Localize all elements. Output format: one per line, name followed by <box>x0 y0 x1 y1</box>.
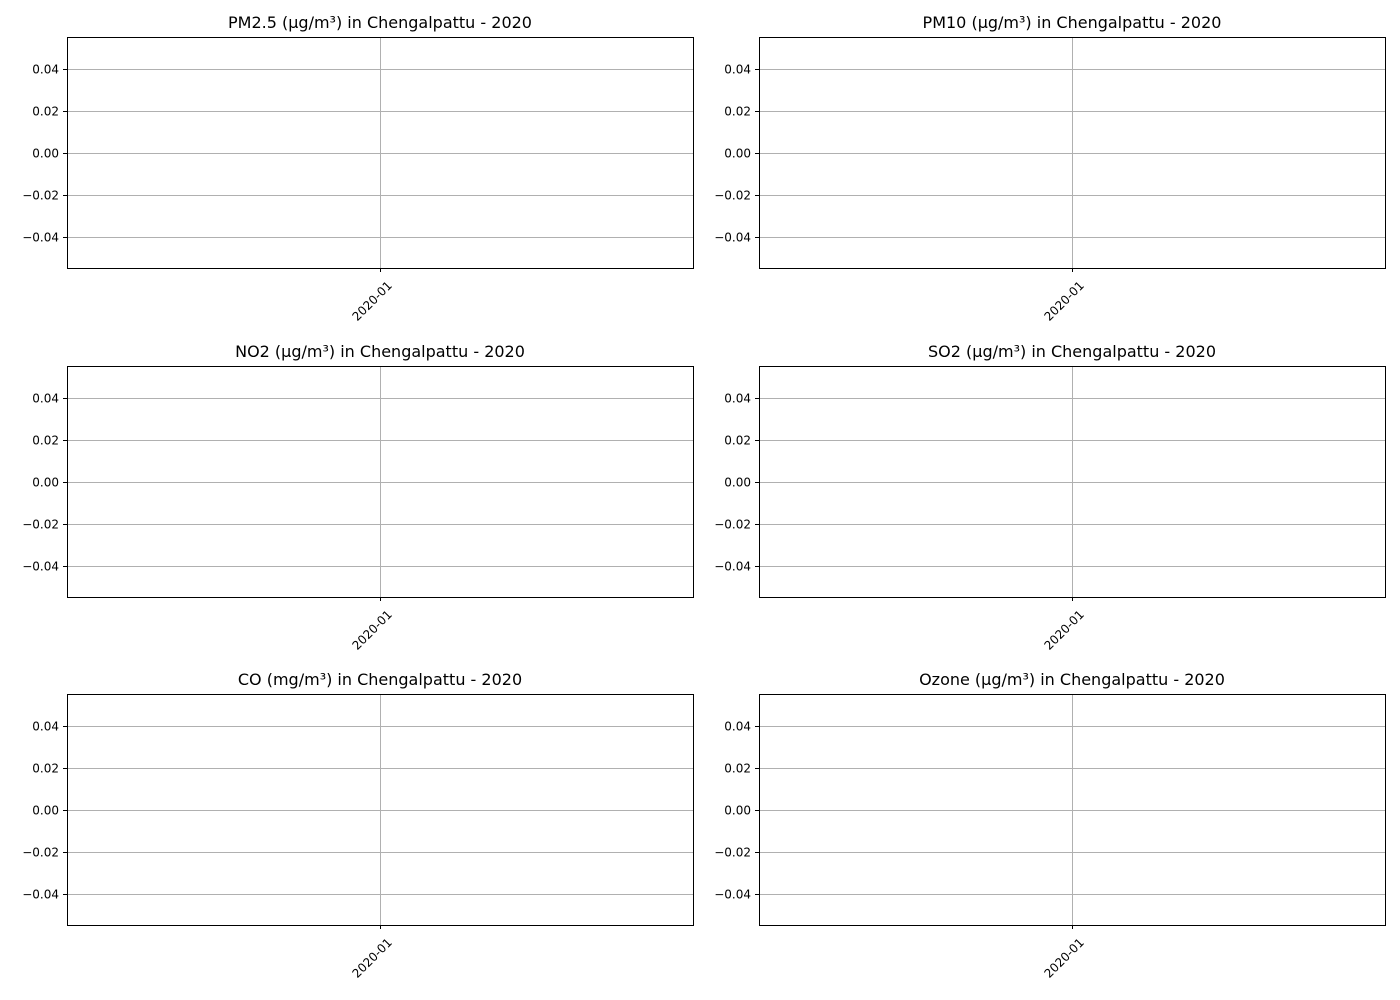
x-tick-label: 2020-01 <box>1041 607 1086 652</box>
chart-title: PM10 (µg/m³) in Chengalpattu - 2020 <box>923 13 1222 32</box>
y-tick-label: 0.00 <box>724 147 751 161</box>
x-tick-label: 2020-01 <box>1041 935 1086 980</box>
y-tick-label: 0.04 <box>32 63 59 77</box>
y-tick-label: −0.04 <box>714 231 751 245</box>
y-tick-label: −0.04 <box>714 888 751 902</box>
y-tick-label: 0.00 <box>32 476 59 490</box>
y-tick-label: −0.04 <box>22 231 59 245</box>
y-tick-label: −0.02 <box>22 846 59 860</box>
y-tick-label: 0.04 <box>724 392 751 406</box>
y-tick-label: 0.04 <box>724 63 751 77</box>
y-tick-label: −0.04 <box>22 888 59 902</box>
y-tick-label: −0.04 <box>22 560 59 574</box>
y-tick-label: 0.02 <box>32 105 59 119</box>
x-tick-label: 2020-01 <box>349 278 394 323</box>
y-tick-label: 0.02 <box>32 434 59 448</box>
axes-frame <box>67 366 694 598</box>
y-tick-label: 0.04 <box>32 720 59 734</box>
y-tick-label: −0.02 <box>714 189 751 203</box>
chart-panel: 0.04 0.02 0.00 −0.02 −0.04 2020-01 Ozone (µg/m… <box>714 670 1386 981</box>
chart-title: CO (mg/m³) in Chengalpattu - 2020 <box>238 670 522 689</box>
x-tick-label: 2020-01 <box>1041 278 1086 323</box>
y-tick-label: −0.04 <box>714 560 751 574</box>
y-tick-label: 0.02 <box>724 105 751 119</box>
y-tick-label: 0.04 <box>32 392 59 406</box>
axes-frame <box>67 37 694 269</box>
chart-title: SO2 (µg/m³) in Chengalpattu - 2020 <box>928 342 1216 361</box>
y-tick-label: −0.02 <box>22 518 59 532</box>
chart-title: NO2 (µg/m³) in Chengalpattu - 2020 <box>235 342 525 361</box>
y-tick-label: 0.02 <box>724 762 751 776</box>
y-tick-label: 0.00 <box>724 804 751 818</box>
chart-panel: 0.04 0.02 0.00 −0.02 −0.04 2020-01 CO (mg/m³) … <box>22 670 694 981</box>
y-tick-label: −0.02 <box>22 189 59 203</box>
y-tick-label: −0.02 <box>714 846 751 860</box>
axes-frame <box>67 694 694 926</box>
y-tick-label: 0.02 <box>724 434 751 448</box>
axes-frame <box>759 366 1386 598</box>
chart-panel: 0.04 0.02 0.00 −0.02 −0.04 2020-01 SO2 (µg/m³)… <box>714 342 1386 653</box>
y-tick-label: 0.00 <box>32 147 59 161</box>
x-tick-label: 2020-01 <box>349 935 394 980</box>
y-tick-label: −0.02 <box>714 518 751 532</box>
axes-frame <box>759 694 1386 926</box>
axes-frame <box>759 37 1386 269</box>
chart-panel: 0.04 0.02 0.00 −0.02 −0.04 2020-01 NO2 (µg/m³)… <box>22 342 694 653</box>
chart-panel: 0.04 0.02 0.00 −0.02 −0.04 2020-01 PM2.5 (µg/m… <box>22 13 694 324</box>
y-tick-label: 0.04 <box>724 720 751 734</box>
chart-title: PM2.5 (µg/m³) in Chengalpattu - 2020 <box>228 13 532 32</box>
y-tick-label: 0.02 <box>32 762 59 776</box>
chart-panel: 0.04 0.02 0.00 −0.02 −0.04 2020-01 PM10 (µg/m³… <box>714 13 1386 324</box>
y-tick-label: 0.00 <box>32 804 59 818</box>
chart-title: Ozone (µg/m³) in Chengalpattu - 2020 <box>919 670 1225 689</box>
y-tick-label: 0.00 <box>724 476 751 490</box>
x-tick-label: 2020-01 <box>349 607 394 652</box>
